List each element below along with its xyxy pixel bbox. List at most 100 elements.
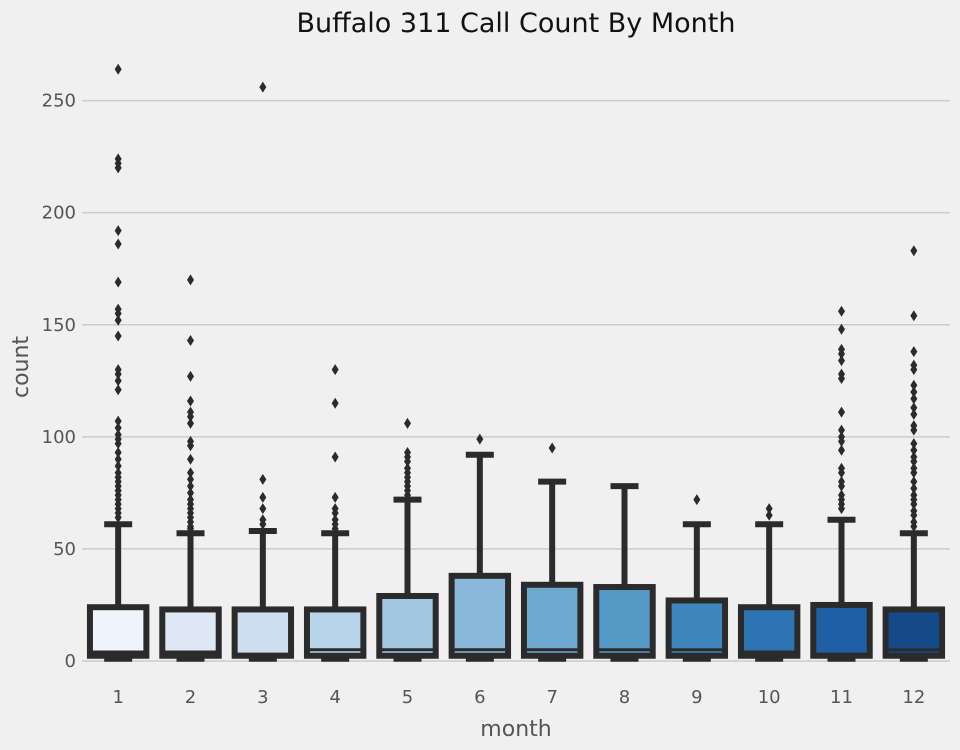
- y-tick-label: 150: [42, 315, 76, 336]
- outlier-point: [187, 334, 194, 346]
- y-tick-label: 250: [42, 91, 76, 112]
- outlier-point: [838, 355, 845, 367]
- x-tick-label: 10: [758, 687, 781, 708]
- x-tick-labels: 1 2 3 4 5 6 7 8 9 10 11 12: [112, 687, 925, 708]
- outlier-point: [910, 402, 918, 414]
- outlier-point: [910, 245, 918, 257]
- y-axis-title: count: [9, 336, 34, 398]
- outlier-point: [114, 368, 122, 380]
- outlier-point: [910, 310, 918, 322]
- chart-title: Buffalo 311 Call Count By Month: [297, 8, 736, 39]
- outlier-point: [114, 415, 122, 427]
- outlier-point: [259, 518, 267, 530]
- outlier-point: [910, 467, 918, 479]
- x-tick-label: 2: [185, 687, 196, 708]
- x-tick-label: 12: [902, 687, 925, 708]
- outlier-point: [838, 424, 845, 436]
- outlier-point: [187, 487, 194, 499]
- iqr-box: [86, 604, 150, 659]
- outlier-point: [838, 480, 845, 492]
- outlier-point: [187, 274, 194, 286]
- iqr-box: [737, 604, 801, 659]
- box-month-8: [593, 483, 656, 662]
- outlier-point: [476, 433, 484, 445]
- box-month-9: [665, 494, 729, 662]
- boxes: [86, 63, 946, 662]
- outlier-point: [838, 406, 845, 418]
- outlier-point: [187, 395, 194, 407]
- outlier-point: [910, 509, 918, 521]
- outlier-point: [114, 63, 122, 75]
- outlier-point: [259, 473, 267, 485]
- iqr-box: [882, 606, 946, 659]
- outlier-point: [910, 438, 918, 450]
- outlier-point: [693, 494, 701, 506]
- box-month-10: [737, 503, 801, 662]
- outlier-point: [114, 453, 122, 465]
- iqr-box: [448, 572, 512, 659]
- outlier-point: [838, 503, 845, 515]
- y-tick-labels: 0 50 100 150 200 250: [42, 91, 76, 672]
- box-month-1: [86, 63, 150, 662]
- outlier-point: [838, 467, 845, 479]
- outlier-point: [114, 422, 122, 434]
- box-month-2: [159, 274, 222, 662]
- outlier-point: [187, 473, 194, 485]
- x-tick-label: 7: [546, 687, 557, 708]
- outlier-point: [187, 467, 194, 479]
- gridlines: [82, 99, 950, 662]
- box-month-12: [882, 245, 946, 662]
- outlier-point: [187, 411, 194, 423]
- iqr-box: [520, 581, 584, 659]
- x-tick-label: 3: [257, 687, 268, 708]
- outlier-point: [910, 498, 918, 510]
- outlier-point: [331, 451, 339, 463]
- outlier-point: [187, 417, 194, 429]
- x-tick-label: 8: [619, 687, 630, 708]
- outlier-point: [259, 491, 267, 503]
- outlier-point: [187, 523, 194, 535]
- y-tick-label: 100: [42, 427, 76, 448]
- outlier-point: [187, 440, 194, 452]
- outlier-point: [331, 507, 339, 519]
- outlier-point: [910, 424, 918, 436]
- x-tick-label: 11: [830, 687, 853, 708]
- outlier-point: [114, 276, 122, 288]
- outlier-point: [114, 447, 122, 459]
- outlier-point: [114, 225, 122, 237]
- outlier-point: [910, 482, 918, 494]
- y-tick-label: 50: [53, 539, 76, 560]
- x-tick-label: 1: [112, 687, 123, 708]
- outlier-point: [114, 460, 122, 472]
- iqr-box: [303, 606, 367, 659]
- outlier-point: [331, 491, 339, 503]
- x-tick-label: 4: [329, 687, 340, 708]
- iqr-box: [231, 606, 295, 659]
- outlier-point: [838, 348, 845, 360]
- outlier-point: [114, 438, 122, 450]
- outlier-point: [838, 305, 845, 317]
- outlier-point: [187, 453, 194, 465]
- box-month-6: [448, 433, 512, 662]
- box-month-4: [303, 364, 367, 662]
- outlier-point: [331, 523, 339, 535]
- x-axis-title: month: [480, 717, 551, 742]
- outlier-point: [114, 238, 122, 250]
- outlier-point: [910, 476, 918, 488]
- outlier-point: [114, 375, 122, 387]
- iqr-box: [159, 606, 222, 659]
- x-tick-label: 6: [474, 687, 485, 708]
- iqr-box: [810, 601, 873, 659]
- outlier-point: [114, 512, 122, 524]
- box-month-5: [376, 417, 439, 662]
- outlier-point: [910, 379, 918, 391]
- outlier-point: [838, 323, 845, 335]
- outlier-point: [910, 444, 918, 456]
- outlier-point: [910, 408, 918, 420]
- iqr-box: [376, 592, 439, 659]
- outlier-point: [259, 503, 267, 515]
- x-tick-label: 9: [691, 687, 702, 708]
- outlier-point: [114, 330, 122, 342]
